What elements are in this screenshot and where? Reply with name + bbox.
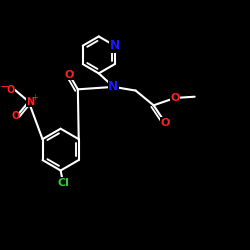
Text: +: + bbox=[31, 94, 38, 102]
Text: O: O bbox=[160, 118, 170, 128]
Text: −: − bbox=[0, 82, 9, 92]
Text: N: N bbox=[108, 80, 119, 94]
Text: O: O bbox=[64, 70, 74, 80]
Text: Cl: Cl bbox=[57, 178, 69, 188]
Text: O: O bbox=[170, 93, 180, 103]
Text: N: N bbox=[26, 97, 34, 107]
Text: O: O bbox=[11, 112, 19, 122]
Text: N: N bbox=[110, 39, 120, 52]
Text: O: O bbox=[6, 85, 15, 95]
